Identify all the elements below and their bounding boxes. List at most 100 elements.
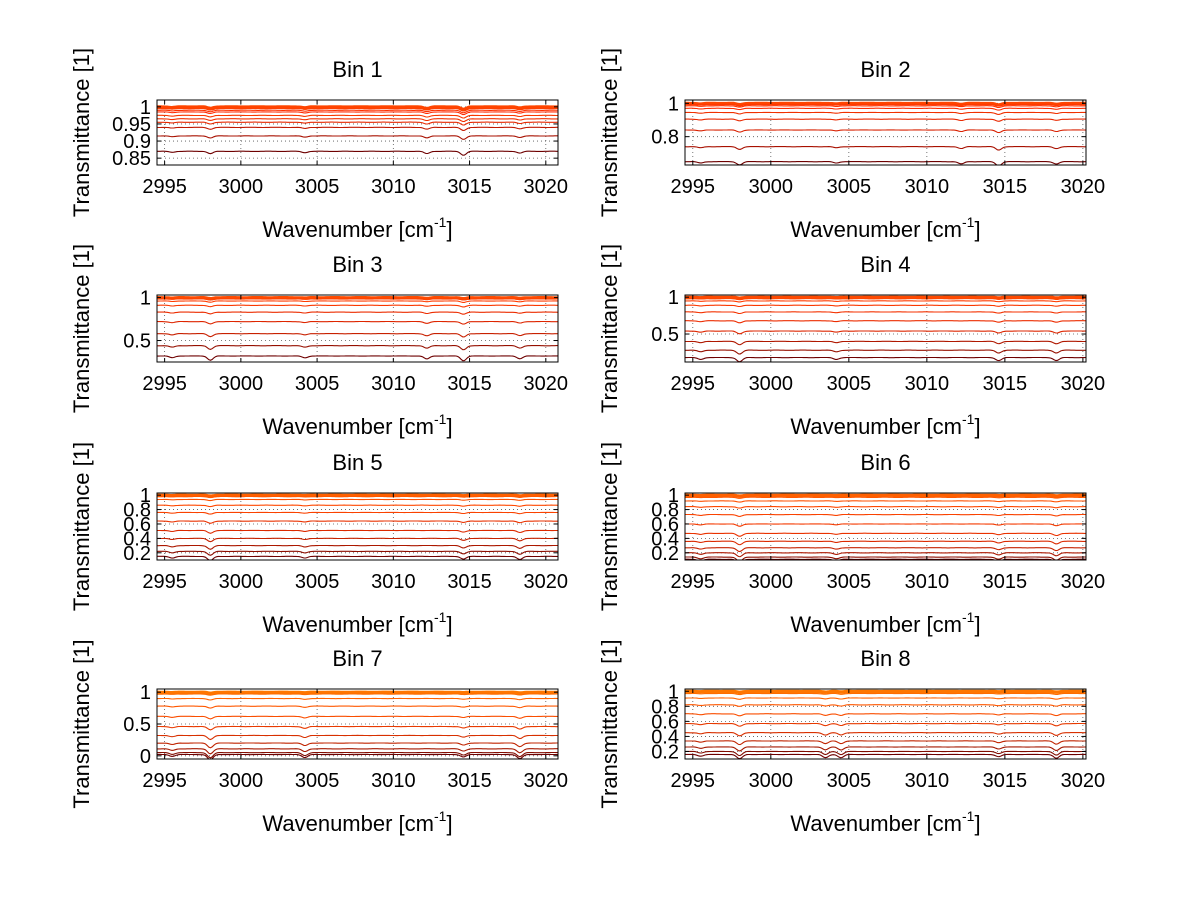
series-line: [685, 740, 1086, 746]
x-tick-label: 2995: [142, 373, 187, 395]
series-line: [157, 495, 558, 499]
axes-box: [684, 492, 1087, 561]
series-line: [685, 349, 1086, 355]
series-line: [157, 150, 558, 156]
y-tick-label: 0.6: [651, 514, 679, 536]
subplot-bin-7: 2995 3000 3005 3010 3015 3020 0 0.5 1 Bin 7 Wavenu…: [69, 639, 568, 836]
subplot-bin-4: 2995 3000 3005 3010 3015 3020 0.5 1 Bin 4 Wavenum…: [597, 244, 1105, 439]
x-tick-label: 3000: [749, 373, 794, 395]
series-line: [157, 135, 558, 140]
subplot-bin-6: 2995 3000 3005 3010 3015 3020 0.20.40.60.81 Bin…: [597, 442, 1105, 637]
subplot-bin-1: 2995 3000 3005 3010 3015 3020 0.850.90.951 Bin …: [69, 48, 568, 242]
x-tick-label: 2995: [142, 571, 187, 593]
x-tick-label: 3000: [219, 770, 264, 792]
x-tick-label: 3015: [447, 571, 492, 593]
subplot-title: Bin 2: [860, 57, 910, 82]
x-tick-label: 3010: [905, 770, 950, 792]
x-tick-label: 3005: [827, 770, 872, 792]
x-tick-label: 3010: [905, 176, 950, 198]
series-group: [157, 690, 558, 759]
series-group: [685, 493, 1086, 560]
series-line: [685, 330, 1086, 335]
y-tick-label: 0.5: [123, 714, 151, 736]
y-tick-label: 0.4: [123, 528, 151, 550]
x-tick-label: 2995: [671, 176, 716, 198]
subplot-bin-5: 2995 3000 3005 3010 3015 3020 0.20.40.60.81 Bin…: [69, 442, 568, 637]
series-group: [685, 295, 1086, 362]
series-line: [685, 118, 1086, 122]
x-tick-label: 3015: [983, 770, 1028, 792]
x-tick-label: 3010: [371, 571, 416, 593]
series-line: [157, 333, 558, 338]
series-line: [157, 114, 558, 119]
series-line: [157, 320, 558, 325]
series-line: [685, 356, 1086, 362]
series-line: [157, 355, 558, 362]
y-tick-label: 0.2: [123, 543, 151, 565]
x-tick-label: 3005: [295, 373, 340, 395]
y-axis-label: Transmittance [1]: [69, 442, 94, 611]
series-line: [157, 498, 558, 502]
x-tick-label: 3000: [749, 770, 794, 792]
series-line: [685, 146, 1086, 151]
series-line: [157, 705, 558, 709]
x-axis-label: Wavenumber [cm-1]: [262, 609, 452, 637]
series-line: [685, 311, 1086, 315]
series-line: [157, 529, 558, 534]
series-line: [685, 753, 1086, 759]
x-tick-label: 3005: [295, 770, 340, 792]
y-tick-label: 0.8: [651, 696, 679, 718]
x-tick-label: 2995: [671, 571, 716, 593]
series-line: [157, 715, 558, 720]
x-tick-label: 2995: [142, 770, 187, 792]
subplot-title: Bin 4: [860, 252, 910, 277]
y-tick-label: 0.8: [123, 500, 151, 522]
subplot-bin-2: 2995 3000 3005 3010 3015 3020 0.8 1 Bin 2 Wavenum…: [597, 48, 1105, 242]
series-line: [685, 320, 1086, 324]
series-line: [685, 506, 1086, 509]
y-tick-label: 0.85: [112, 148, 151, 170]
y-tick-label: 0.9: [123, 131, 151, 153]
series-line: [157, 555, 558, 560]
series-line: [685, 713, 1086, 717]
y-tick-label: 0.5: [651, 324, 679, 346]
series-line: [157, 311, 558, 315]
x-tick-label: 3005: [295, 571, 340, 593]
series-line: [157, 537, 558, 543]
series-line: [685, 750, 1086, 757]
series-line: [157, 690, 558, 696]
series-line: [685, 722, 1086, 727]
x-tick-label: 3010: [371, 770, 416, 792]
x-tick-label: 3010: [371, 176, 416, 198]
x-tick-label: 2995: [671, 373, 716, 395]
series-line: [157, 550, 558, 556]
series-line: [685, 129, 1086, 134]
y-axis-label: Transmittance [1]: [69, 48, 94, 217]
x-axis-label: Wavenumber [cm-1]: [790, 808, 980, 836]
x-axis-label: Wavenumber [cm-1]: [262, 214, 452, 242]
series-line: [685, 102, 1086, 107]
x-tick-label: 2995: [142, 176, 187, 198]
x-tick-label: 3000: [219, 571, 264, 593]
x-tick-label: 3020: [1061, 770, 1106, 792]
subplot-bin-3: 2995 3000 3005 3010 3015 3020 0.5 1 Bin 3 Wavenum…: [69, 244, 568, 439]
x-tick-label: 3020: [1061, 571, 1106, 593]
x-tick-label: 3020: [524, 770, 569, 792]
subplot-title: Bin 7: [332, 646, 382, 671]
series-line: [685, 107, 1086, 111]
y-tick-label: 1: [140, 97, 151, 119]
series-line: [685, 556, 1086, 560]
series-line: [685, 105, 1086, 109]
subplot-bin-8: 2995 3000 3005 3010 3015 3020 0.20.40.60.81 Bin…: [597, 639, 1105, 836]
series-line: [685, 547, 1086, 553]
y-tick-label: 0.5: [123, 331, 151, 353]
x-tick-label: 3020: [1061, 373, 1106, 395]
series-group: [157, 296, 558, 362]
y-axis-label: Transmittance [1]: [69, 639, 94, 808]
y-axis-label: Transmittance [1]: [597, 442, 622, 611]
y-tick-label: 1: [668, 681, 679, 703]
subplot-title: Bin 5: [332, 450, 382, 475]
x-axis-label: Wavenumber [cm-1]: [790, 609, 980, 637]
subplot-title: Bin 6: [860, 450, 910, 475]
